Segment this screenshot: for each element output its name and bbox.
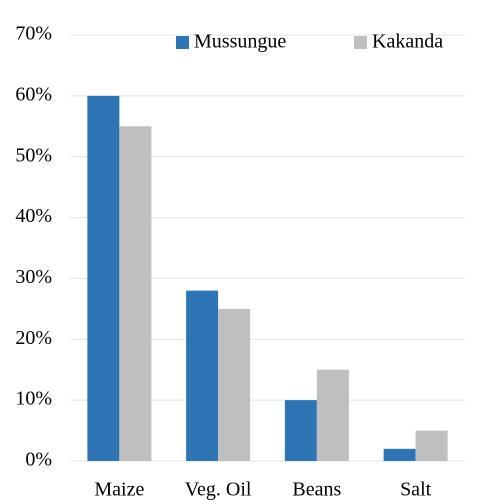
legend-swatch	[176, 36, 189, 49]
legend-label: Kakanda	[372, 31, 443, 53]
y-tick-label: 20%	[15, 327, 52, 349]
x-tick-label: Beans	[292, 479, 341, 501]
bar	[316, 369, 349, 461]
bar	[87, 95, 120, 461]
legend-swatch	[354, 36, 367, 49]
bar	[186, 290, 219, 461]
bar	[415, 430, 448, 461]
y-tick-label: 50%	[15, 144, 52, 166]
bar	[284, 400, 317, 461]
bar	[218, 308, 251, 461]
y-tick-label: 10%	[15, 388, 52, 410]
x-tick-label: Maize	[94, 479, 144, 501]
y-tick-label: 70%	[15, 23, 52, 45]
y-tick-label: 40%	[15, 205, 52, 227]
x-tick-label: Veg. Oil	[185, 479, 252, 501]
y-tick-label: 60%	[15, 83, 52, 105]
legend-label: Mussungue	[194, 31, 286, 53]
bar	[383, 448, 416, 461]
y-tick-label: 30%	[15, 266, 52, 288]
y-tick-label: 0%	[25, 449, 52, 471]
x-tick-label: Salt	[400, 479, 432, 501]
bar	[119, 126, 152, 462]
